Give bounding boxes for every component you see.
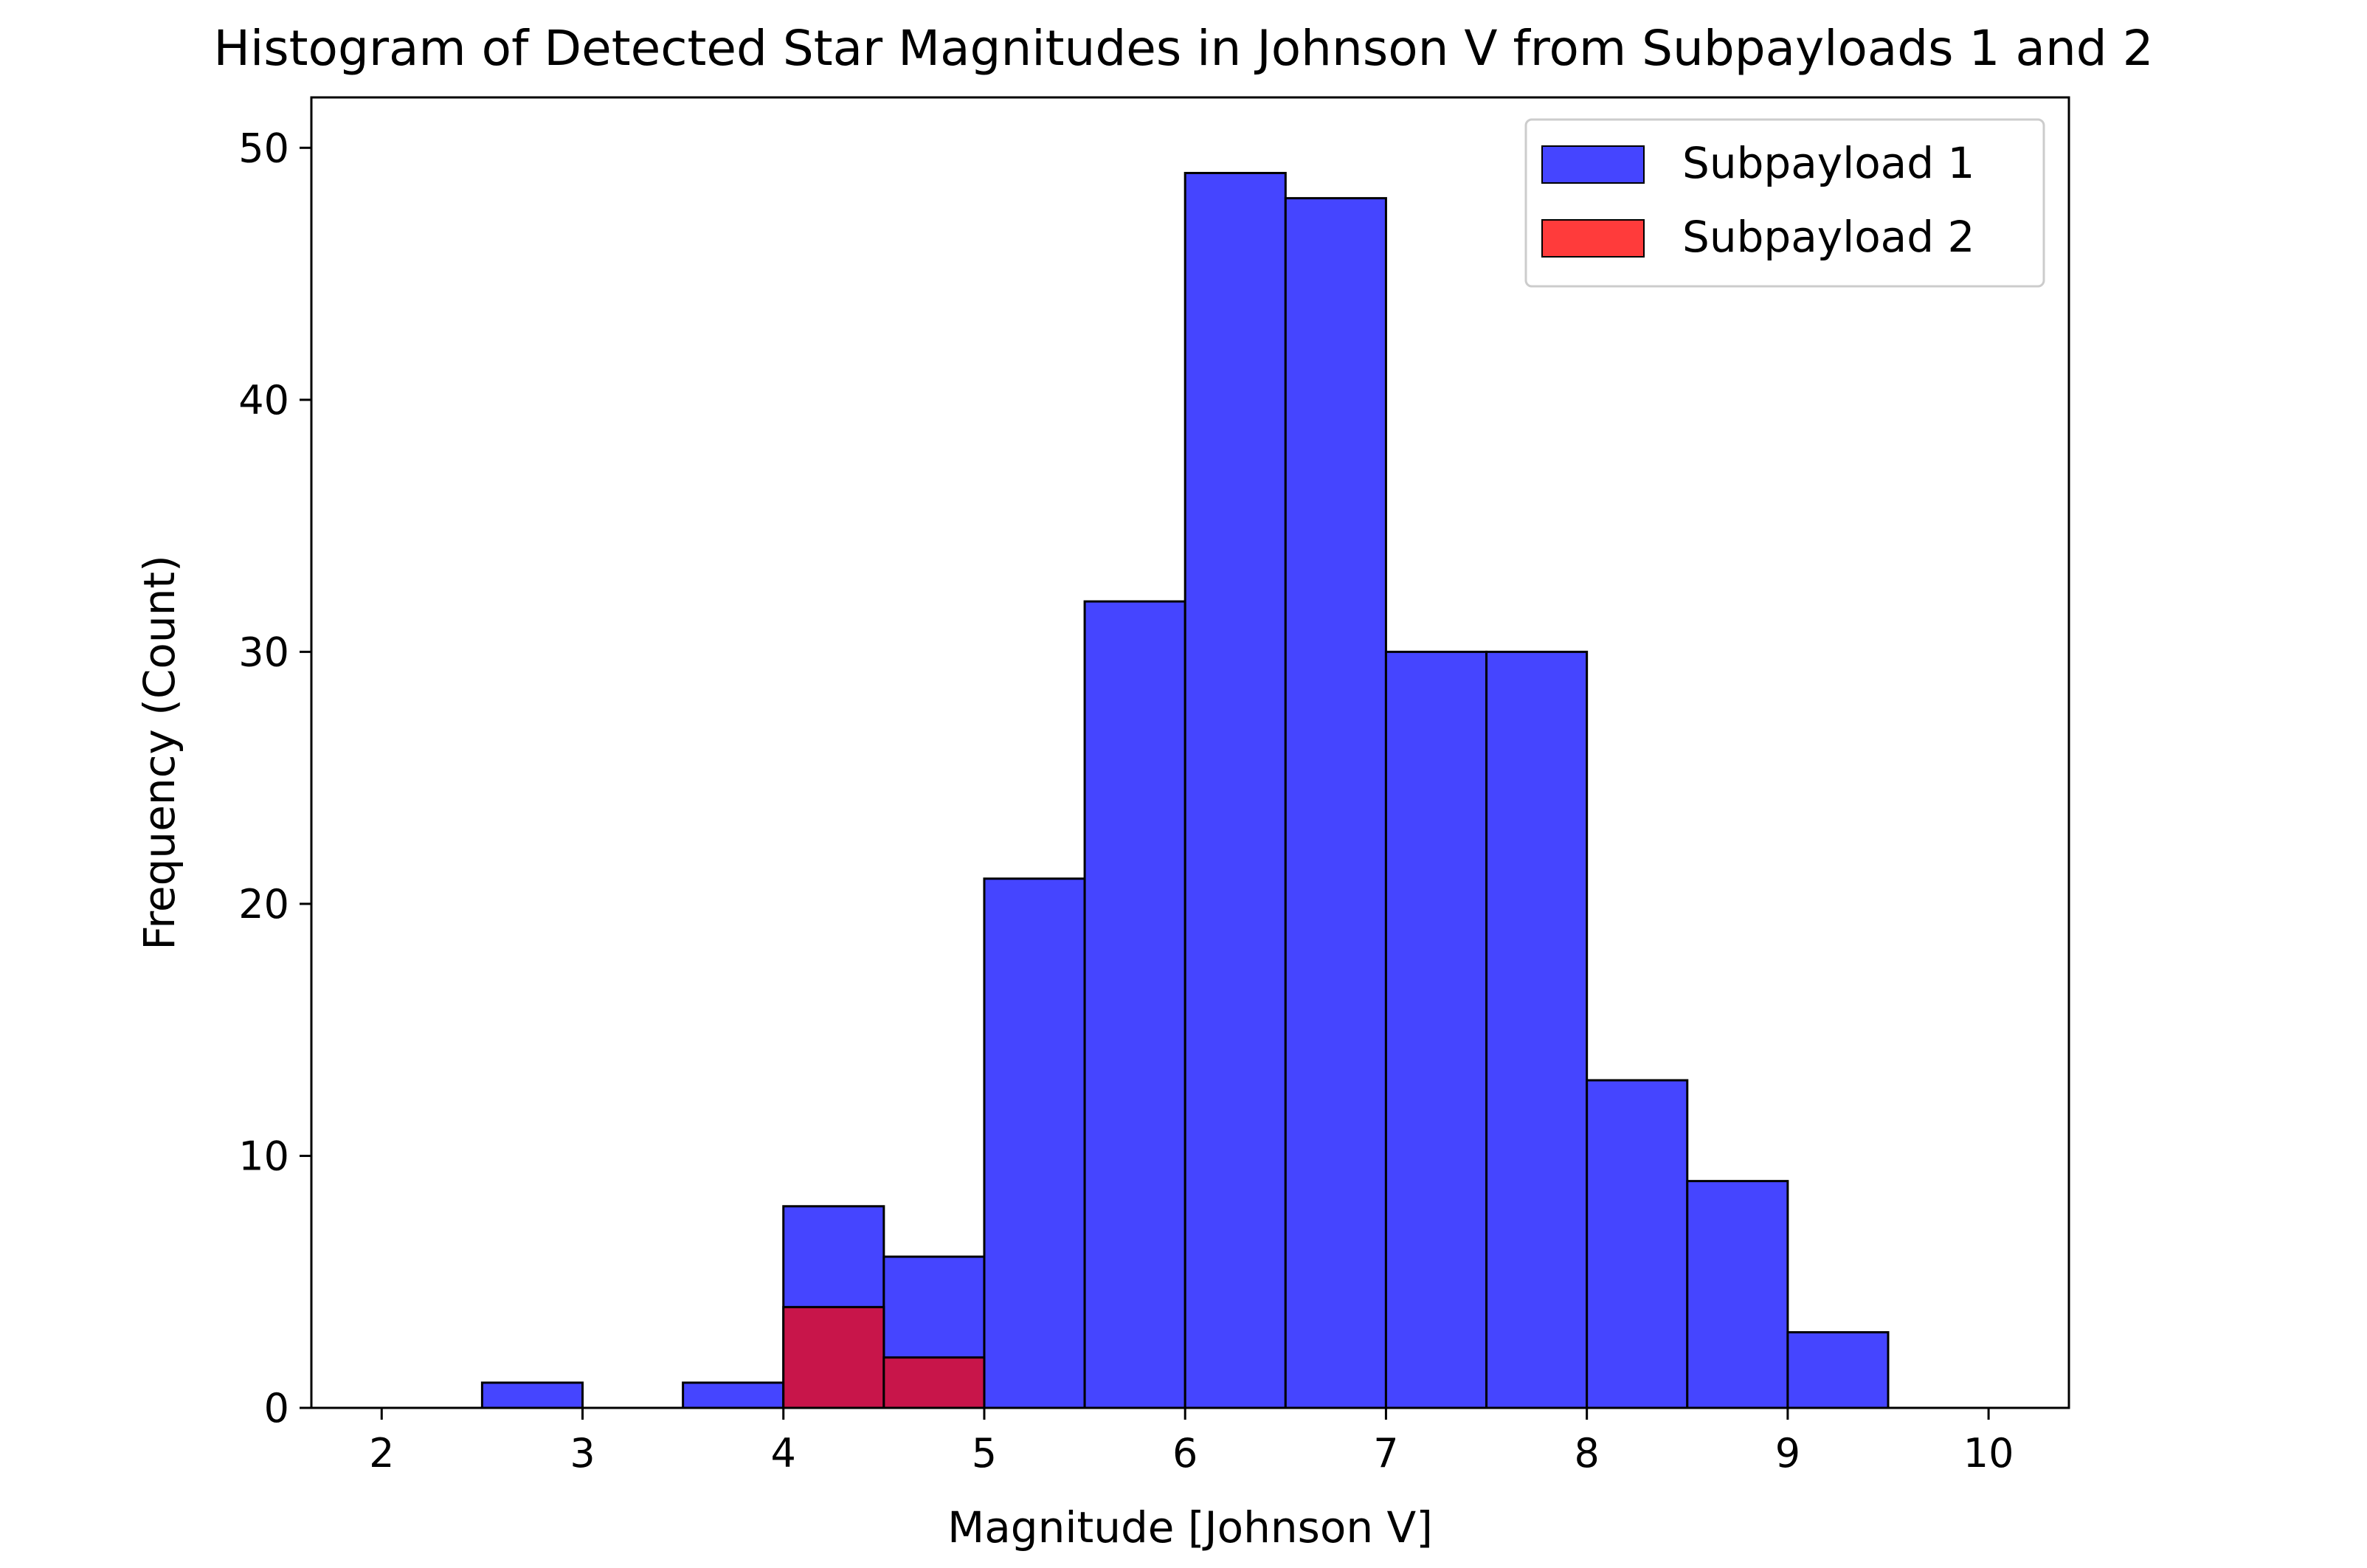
x-tick-label: 5 <box>972 1430 997 1477</box>
y-tick-label: 40 <box>238 377 289 424</box>
bar-subpayload-1 <box>1184 171 1287 1409</box>
bar-subpayload-1 <box>1284 197 1387 1409</box>
x-tick-label: 10 <box>1963 1430 2014 1477</box>
plot-area-frame <box>310 96 2070 1409</box>
y-tick-label: 0 <box>264 1385 289 1431</box>
x-tick-label: 2 <box>369 1430 394 1477</box>
x-tick-label: 7 <box>1373 1430 1398 1477</box>
chart-title: Histogram of Detected Star Magnitudes in… <box>213 20 2153 77</box>
bar-subpayload-1 <box>1083 600 1186 1409</box>
bar-subpayload-1 <box>983 877 1086 1409</box>
x-tick-label: 9 <box>1775 1430 1800 1477</box>
x-tick-label: 6 <box>1172 1430 1198 1477</box>
y-tick-label: 50 <box>238 125 289 171</box>
bar-subpayload-1 <box>1586 1079 1689 1409</box>
x-tick-label: 8 <box>1574 1430 1599 1477</box>
series-subpayload-2-bars <box>782 1305 986 1409</box>
bar-subpayload-1 <box>1485 650 1589 1409</box>
y-tick-label: 20 <box>238 881 289 928</box>
bar-subpayload-1 <box>1686 1180 1789 1409</box>
bar-subpayload-1 <box>1384 650 1488 1409</box>
y-tick-label: 10 <box>238 1133 289 1179</box>
legend-label-subpayload-1: Subpayload 1 <box>1682 138 1974 188</box>
bar-subpayload-1 <box>1786 1331 1890 1409</box>
y-axis-ticks: 0 10 20 30 40 50 <box>238 125 311 1431</box>
bar-subpayload-2 <box>782 1305 885 1409</box>
x-tick-label: 4 <box>771 1430 796 1477</box>
legend-label-subpayload-2: Subpayload 2 <box>1682 212 1974 262</box>
legend-swatch-subpayload-1 <box>1541 145 1645 184</box>
series-subpayload-1-bars <box>480 171 1890 1409</box>
x-tick-label: 3 <box>570 1430 595 1477</box>
x-axis-ticks: 2 3 4 5 6 7 8 9 10 <box>369 1408 2014 1477</box>
bar-subpayload-2 <box>882 1356 986 1409</box>
legend-frame <box>1524 118 2045 288</box>
bar-subpayload-1 <box>480 1381 584 1409</box>
y-axis-label: Frequency (Count) <box>134 555 184 950</box>
bar-subpayload-1 <box>682 1381 785 1409</box>
legend: Subpayload 1 Subpayload 2 <box>1524 118 2045 288</box>
legend-swatch-subpayload-2 <box>1541 219 1645 258</box>
y-tick-label: 30 <box>238 629 289 675</box>
x-axis-label: Magnitude [Johnson V] <box>947 1502 1433 1553</box>
